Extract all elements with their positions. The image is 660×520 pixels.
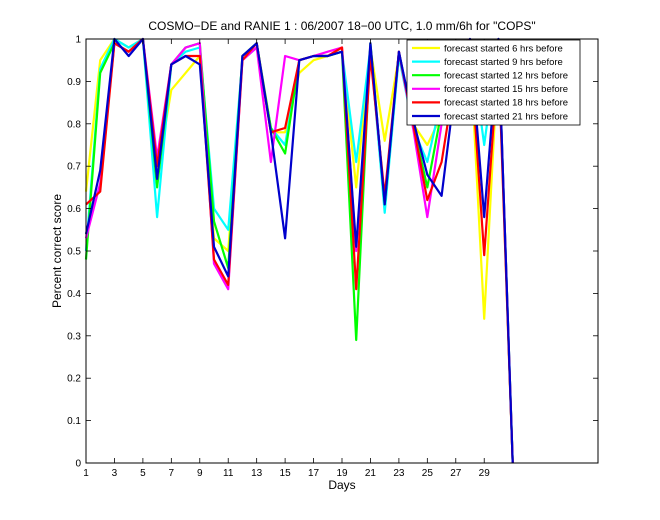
legend-entry-3: forecast started 12 hrs before xyxy=(444,71,568,82)
x-axis-ticks: 1 3 5 7 9 11 13 15 17 19 21 23 25 27 29 xyxy=(83,39,490,479)
x-tick-label: 15 xyxy=(280,468,292,479)
x-tick-label: 23 xyxy=(393,468,405,479)
series-layer xyxy=(84,37,514,464)
legend-entry-6: forecast started 21 hrs before xyxy=(444,111,568,122)
legend-entry-1: forecast started 6 hrs before xyxy=(444,43,563,54)
y-tick-label: 0.9 xyxy=(67,77,81,88)
x-tick-label: 19 xyxy=(336,468,348,479)
y-tick-label: 0.6 xyxy=(67,204,81,215)
x-tick-label: 27 xyxy=(450,468,462,479)
legend-entry-5: forecast started 18 hrs before xyxy=(444,98,568,109)
x-tick-label: 5 xyxy=(140,468,146,479)
legend-box xyxy=(406,39,581,126)
x-axis-title: Days xyxy=(328,478,355,492)
x-tick-label: 11 xyxy=(223,468,234,479)
y-tick-label: 0.4 xyxy=(67,289,81,300)
x-tick-label: 25 xyxy=(422,468,434,479)
y-tick-label: 0 xyxy=(75,459,81,470)
x-tick-label: 17 xyxy=(308,468,320,479)
legend: forecast started 6 hrs before forecast st… xyxy=(406,39,581,126)
x-tick-label: 1 xyxy=(83,468,89,479)
y-tick-label: 0.7 xyxy=(67,162,81,173)
y-tick-label: 0.3 xyxy=(67,331,81,342)
x-tick-label: 21 xyxy=(365,468,377,479)
series-line-6 xyxy=(84,37,514,464)
y-tick-label: 0.8 xyxy=(67,119,81,130)
y-tick-label: 0.1 xyxy=(67,416,81,427)
y-tick-label: 0.5 xyxy=(67,247,81,258)
x-tick-label: 13 xyxy=(251,468,263,479)
y-tick-label: 0.2 xyxy=(67,374,81,385)
x-tick-label: 29 xyxy=(479,468,491,479)
x-tick-label: 3 xyxy=(112,468,118,479)
x-tick-label: 9 xyxy=(197,468,203,479)
legend-entry-4: forecast started 15 hrs before xyxy=(444,84,568,95)
chart-title: COSMO−DE and RANIE 1 : 06/2007 18−00 UTC… xyxy=(148,19,535,33)
y-axis-ticks: 0 0.1 0.2 0.3 0.4 0.5 0.6 0.7 0.8 0.9 1 xyxy=(67,35,598,470)
y-tick-label: 1 xyxy=(75,35,81,46)
legend-entry-2: forecast started 9 hrs before xyxy=(444,57,563,68)
x-tick-label: 7 xyxy=(169,468,175,479)
y-axis-title: Percent correct score xyxy=(50,194,64,308)
